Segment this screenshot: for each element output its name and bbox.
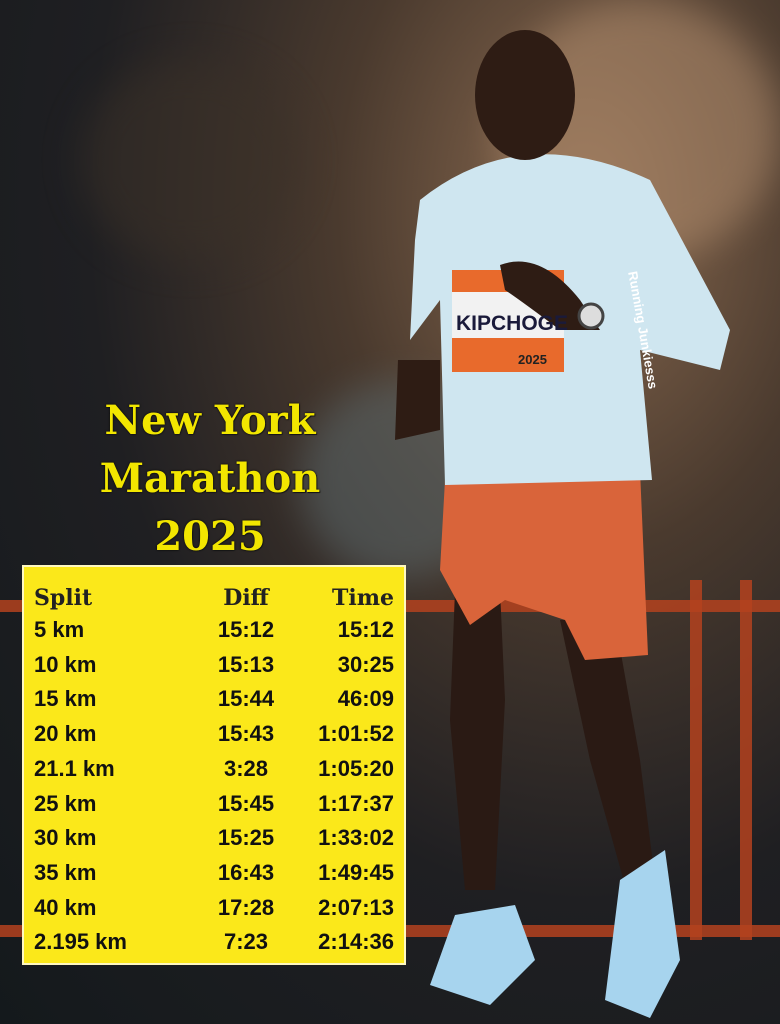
left-shoe [430,905,535,1005]
page-title: New York Marathon 2025 [40,392,380,566]
time-cell: 2:07:13 [318,894,394,920]
fence-post [740,580,752,940]
bib-year: 2025 [518,352,547,367]
split-cell: 2.195 km [34,929,127,955]
shorts [440,470,648,660]
split-cell: 5 km [34,617,85,642]
time-cell: 1:49:45 [318,859,394,885]
diff-cell: 15:45 [217,790,275,816]
right-shoe [605,850,680,1018]
table-row: 25 km 15:45 1:17:37 [34,791,394,825]
time-cell: 46:09 [337,686,394,712]
title-line: Marathon [99,455,321,502]
diff-cell: 3:28 [223,755,269,781]
split-cell: 25 km [34,790,97,816]
right-hand [500,261,600,330]
split-cell: 40 km [34,894,97,920]
fence-post [690,580,702,940]
table-row: 35 km 16:43 1:49:45 [34,860,394,894]
table-row: 21.1 km 3:28 1:05:20 [34,756,394,790]
split-cell: 21.1 km [34,755,115,781]
split-cell: 10 km [34,651,97,677]
table-row: 5 km 15:12 15:12 [34,617,394,651]
title-line: 2025 [154,513,266,560]
splits-table: Split Diff Time 5 km 15:12 15:12 10 km 15:13… [22,565,406,965]
table-row: 10 km 15:13 30:25 [34,652,394,686]
table-header: Split Diff Time [34,585,394,619]
diff-cell: 15:12 [217,617,275,642]
time-cell: 1:01:52 [318,721,394,747]
diff-cell: 16:43 [217,859,275,885]
split-cell: 35 km [34,859,97,885]
diff-cell: 15:13 [217,651,275,677]
header-time: Time [331,585,394,611]
time-cell: 30:25 [337,651,394,677]
split-cell: 30 km [34,825,97,851]
time-cell: 15:12 [337,617,394,642]
diff-cell: 7:23 [223,929,269,955]
left-hand [395,360,440,440]
time-cell: 1:05:20 [318,755,394,781]
table-row: 20 km 15:43 1:01:52 [34,721,394,755]
table-row: 2.195 km 7:23 2:14:36 [34,929,394,963]
table-row: 30 km 15:25 1:33:02 [34,825,394,859]
header-split: Split [34,585,93,611]
runner-legs [430,590,680,1018]
time-cell: 1:33:02 [318,825,394,851]
split-cell: 15 km [34,686,97,712]
diff-cell: 15:25 [217,825,275,851]
bokeh [80,60,300,260]
head [475,30,575,160]
time-cell: 2:14:36 [318,929,394,955]
split-cell: 20 km [34,721,97,747]
bib-name: KIPCHOGE [456,312,568,335]
time-cell: 1:17:37 [318,790,394,816]
table-row: 40 km 17:28 2:07:13 [34,895,394,929]
diff-cell: 15:44 [217,686,275,712]
diff-cell: 17:28 [217,894,275,920]
table-row: 15 km 15:44 46:09 [34,686,394,720]
diff-cell: 15:43 [217,721,275,747]
watch [577,302,605,330]
header-diff: Diff [223,585,269,611]
title-line: New York [104,397,316,444]
